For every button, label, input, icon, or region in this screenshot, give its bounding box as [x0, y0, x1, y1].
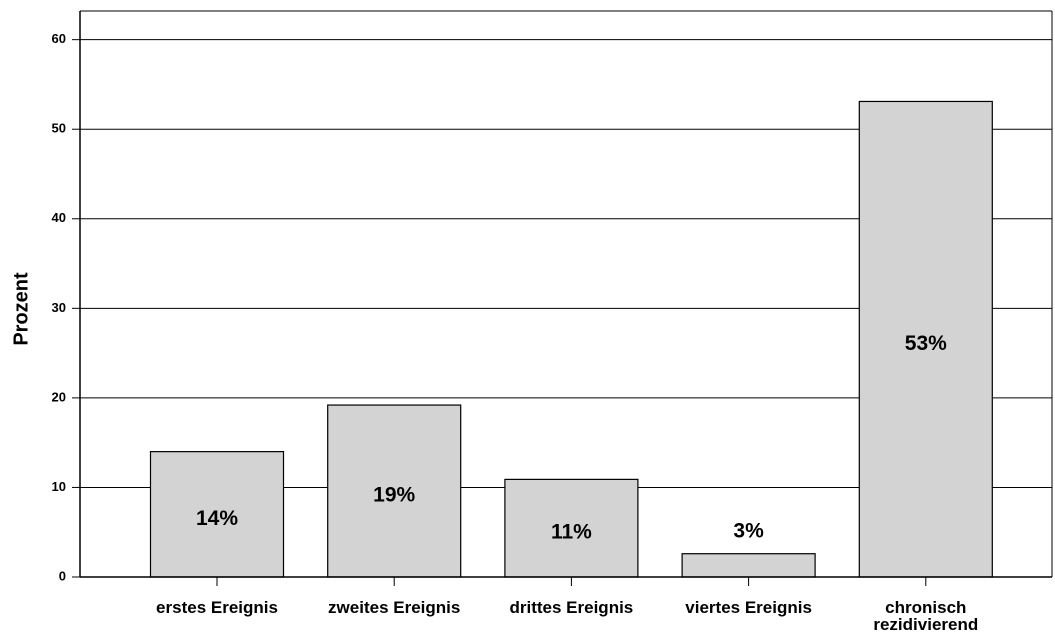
y-axis-title: Prozent [10, 272, 32, 346]
value-label: 53% [905, 332, 947, 355]
value-label: 11% [551, 521, 592, 544]
value-label: 19% [373, 484, 415, 507]
x-tick-label: drittes Ereignis [509, 598, 634, 617]
bar [327, 404, 462, 578]
y-tick-label: 30 [52, 300, 66, 315]
y-tick-label: 10 [52, 479, 66, 494]
x-tick-label: zweites Ereignis [328, 598, 461, 617]
y-tick-label: 20 [52, 389, 66, 404]
bar [149, 451, 285, 578]
y-tick-label: 40 [52, 210, 66, 225]
y-tick-label: 60 [52, 31, 66, 46]
bar [681, 553, 816, 578]
value-label: 14% [196, 507, 238, 530]
x-tick-label: viertes Ereignis [685, 598, 812, 617]
bar [504, 478, 639, 578]
bar [858, 100, 993, 578]
x-tick-label: chronisch rezidivierend [873, 598, 979, 634]
x-tick-label: erstes Ereignis [156, 598, 278, 617]
value-label: 3% [733, 519, 764, 542]
y-tick-label: 50 [52, 121, 66, 136]
y-tick-label: 0 [59, 568, 66, 583]
